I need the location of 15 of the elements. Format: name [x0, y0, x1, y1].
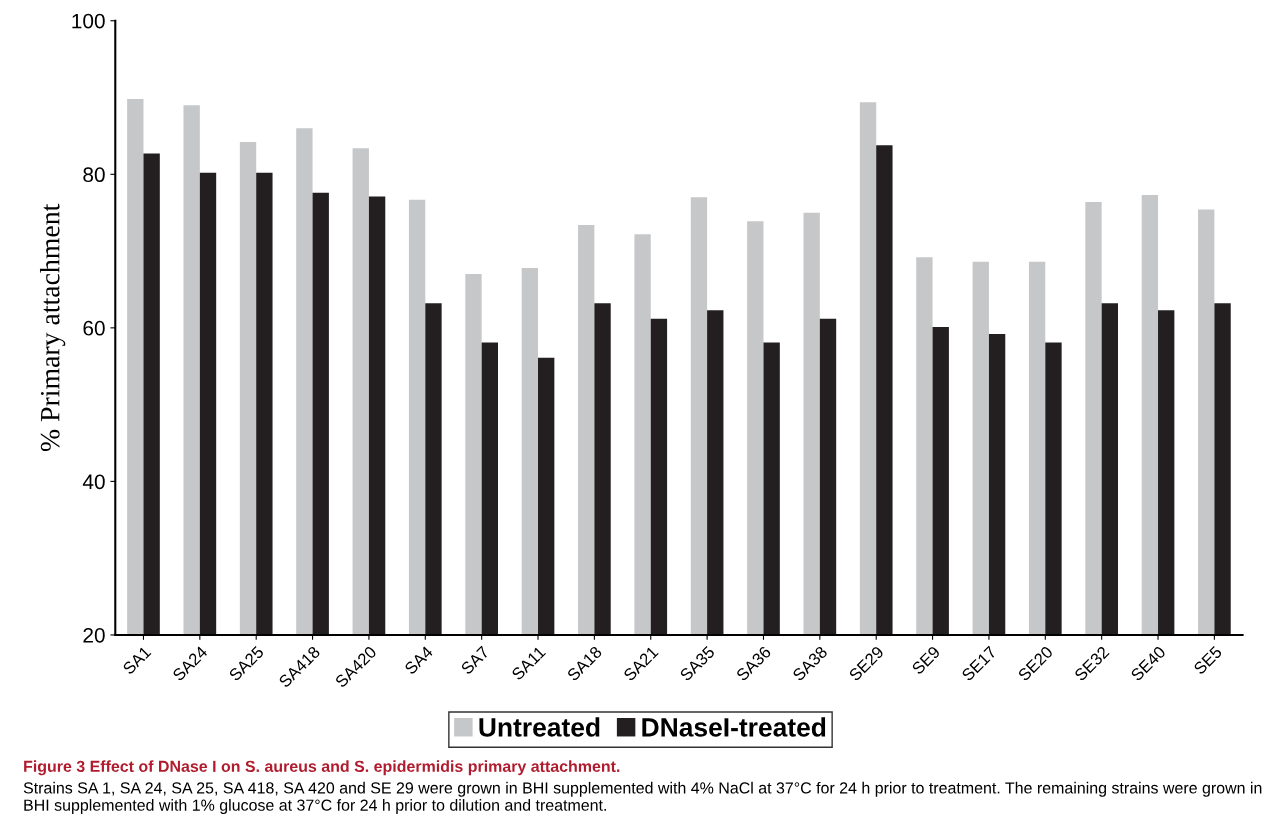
text: Strains SA 1, SA 24, SA 25, SA 418, SA 420 and SE 29 were grown in BHI supplemented with 4% NaCl at 37°C for 24 h prior to treatment. The remaining strains were grown in BHI supplemented with 1% glucose at 37°C for 24 h prior to dilution and treatment.: [23, 781, 1262, 814]
y-tick-label: 80: [83, 167, 105, 183]
x-tick-label: SA7: [460, 645, 490, 676]
y-axis-title: % Primary attachment: [39, 203, 66, 452]
legend-label: Untreated: [479, 717, 600, 737]
text: Figure 3 Effect of DNase I on S. aureus and S. epidermidis primary attachment.: [24, 760, 620, 776]
y-tick-label: 100: [72, 13, 105, 29]
x-tick-label: SA1: [122, 645, 152, 676]
x-tick-label: SA4: [403, 645, 434, 676]
y-tick-label: 20: [83, 627, 105, 643]
x-tick-label: SE5: [1192, 645, 1223, 676]
y-tick-label: 60: [83, 320, 105, 336]
legend-label: DNaseI-treated: [642, 717, 826, 737]
y-tick-label: 40: [82, 474, 105, 490]
x-tick-label: SE9: [911, 645, 941, 676]
